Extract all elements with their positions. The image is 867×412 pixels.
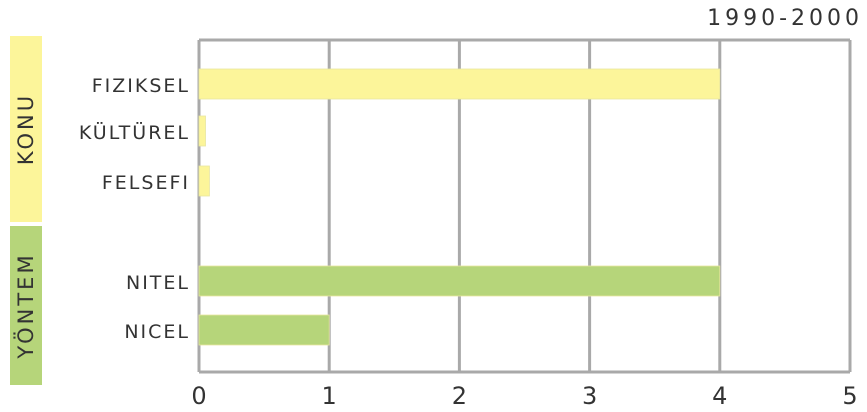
bar-nitel — [198, 265, 721, 297]
bar-nicel — [198, 314, 330, 346]
category-label: FIZIKSEL — [92, 75, 190, 97]
group-label: YÖNTEM — [13, 252, 38, 359]
x-tick-label: 2 — [452, 382, 467, 410]
bar-felsefi — [198, 165, 210, 197]
x-tick-label: 1 — [322, 382, 337, 410]
x-tick-label: 3 — [582, 382, 597, 410]
category-labels: FIZIKSEL KÜLTÜREL FELSEFI NITEL NICEL — [79, 75, 190, 343]
bar-fiziksel — [198, 68, 721, 100]
category-label: NICEL — [124, 321, 190, 343]
category-label: FELSEFI — [102, 172, 190, 194]
category-label: KÜLTÜREL — [79, 121, 190, 144]
group-labels: KONU YÖNTEM — [10, 36, 42, 385]
chart-title: 1990-2000 — [707, 6, 863, 31]
x-tick-label: 5 — [842, 382, 857, 410]
category-label: NITEL — [126, 272, 190, 294]
bars — [198, 68, 721, 346]
bar-kültürel — [198, 115, 206, 147]
group-band-yöntem — [10, 226, 42, 385]
group-band-konu — [10, 36, 42, 222]
x-tick-labels: 0 1 2 3 4 5 — [191, 382, 857, 410]
group-label: KONU — [14, 93, 38, 165]
x-tick-label: 4 — [712, 382, 727, 410]
x-tick-label: 0 — [191, 382, 206, 410]
